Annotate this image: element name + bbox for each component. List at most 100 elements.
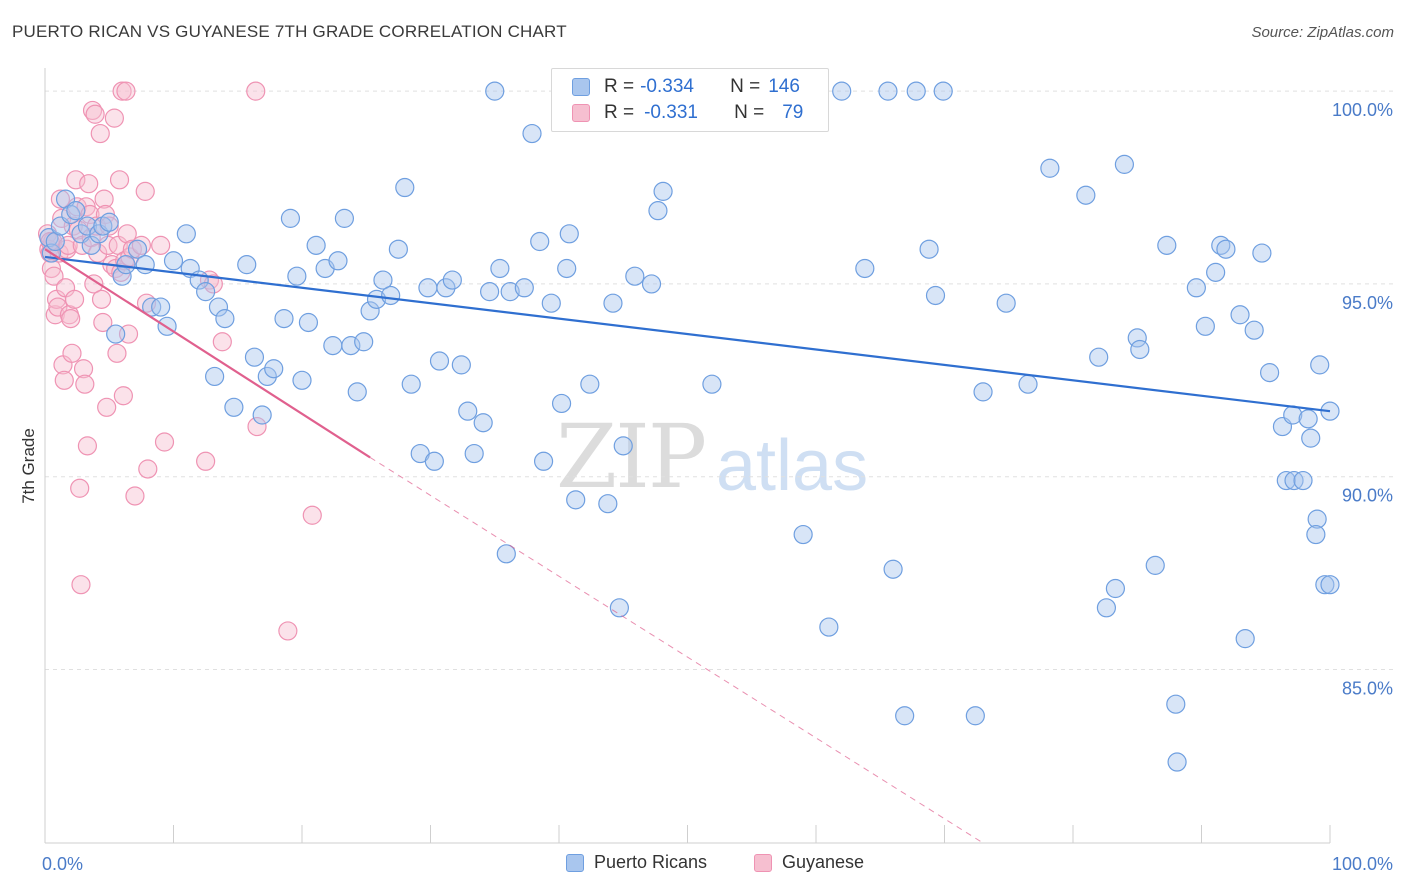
guyanese-point [73, 359, 94, 379]
puerto-rican-point [1096, 598, 1117, 618]
guyanese-point [48, 297, 68, 317]
puerto-rican-point [530, 231, 550, 252]
puerto-rican-point [1105, 578, 1126, 599]
puerto-rican-point [176, 224, 196, 244]
puerto-rican-point [66, 201, 86, 221]
guyanese-point [62, 343, 82, 363]
puerto-rican-trend-line [44, 255, 1331, 413]
puerto-rican-point [1167, 752, 1187, 772]
puerto-rican-point [1244, 320, 1264, 340]
guyanese-point [85, 104, 105, 124]
puerto-rican-point [1166, 694, 1186, 714]
puerto-rican-point [485, 81, 505, 101]
puerto-rican-point [418, 278, 438, 298]
puerto-rican-point [1186, 278, 1206, 298]
puerto-rican-point [925, 285, 946, 306]
guyanese-point [109, 170, 130, 190]
guyanese-point [212, 332, 232, 352]
x-tick-label: 0.0% [42, 854, 83, 874]
guyanese-point [154, 432, 175, 452]
puerto-rican-point [151, 297, 171, 317]
puerto-rican-point [933, 81, 953, 101]
puerto-rican-point [280, 208, 301, 228]
puerto-rican-point [1260, 363, 1280, 383]
guyanese-point [97, 397, 117, 417]
puerto-rican-point [205, 366, 225, 387]
puerto-rican-point [641, 274, 662, 294]
puerto-rican-point [1211, 235, 1231, 255]
guyanese-point [88, 243, 108, 263]
puerto-rican-point [347, 382, 367, 402]
puerto-rican-point [473, 413, 493, 433]
puerto-rican-point [609, 598, 629, 618]
puerto-rican-point [559, 224, 579, 244]
watermark-zip: ZIP [556, 405, 707, 508]
stats-n-value: 79 [782, 102, 804, 123]
stats-swatch-blue [572, 78, 590, 96]
puerto-rican-point [648, 201, 668, 221]
puerto-rican-point [541, 293, 561, 313]
stats-row-guyanese: R = -0.331 N = 79 [572, 101, 803, 125]
puerto-rican-point [1216, 239, 1236, 259]
puerto-rican-point [252, 405, 272, 425]
tick-labels: 85.0% 90.0% 95.0% 100.0% 0.0% 100.0% [42, 100, 1393, 874]
puerto-rican-point [1315, 575, 1335, 595]
puerto-rican-point [388, 239, 408, 259]
puerto-rican-point [464, 443, 484, 464]
puerto-rican-point [237, 255, 257, 275]
legend-swatch-blue [566, 853, 584, 872]
guyanese-point [75, 374, 95, 394]
puerto-rican-points [39, 81, 1340, 772]
stats-swatch-pink [572, 104, 590, 122]
puerto-rican-point [323, 336, 343, 356]
stats-r-label: R = [604, 76, 635, 97]
stats-n-value: 146 [768, 76, 800, 97]
guyanese-point [77, 436, 98, 456]
guyanese-point [136, 293, 157, 313]
guyanese-point [44, 266, 64, 286]
guyanese-point [94, 189, 114, 209]
puerto-rican-point [306, 235, 326, 255]
puerto-rican-point [99, 212, 119, 232]
puerto-rican-point [533, 451, 554, 471]
puerto-rican-point [334, 208, 355, 228]
puerto-rican-point [480, 282, 500, 302]
x-tick-label: 100.0% [1332, 854, 1393, 874]
legend: Puerto Ricans Guyanese [0, 852, 1406, 878]
puerto-rican-point [442, 270, 462, 290]
puerto-rican-point [996, 293, 1016, 313]
puerto-rican-point [1252, 243, 1272, 263]
puerto-rican-point [566, 490, 586, 510]
guyanese-points [37, 81, 322, 641]
puerto-rican-point [1114, 154, 1135, 174]
puerto-rican-point [429, 351, 450, 371]
puerto-rican-point [878, 81, 898, 101]
puerto-rican-point [906, 81, 926, 101]
guyanese-point [45, 305, 65, 325]
guyanese-point [104, 108, 124, 128]
puerto-rican-point [135, 255, 155, 275]
puerto-rican-point [1293, 470, 1313, 491]
puerto-rican-point [1195, 316, 1215, 336]
guyanese-trend-line [44, 248, 371, 459]
puerto-rican-point [366, 289, 387, 309]
puerto-rican-point [522, 123, 542, 144]
puerto-rican-point [1235, 629, 1255, 649]
y-tick-label: 90.0% [1342, 486, 1393, 506]
stats-r-label: R = [604, 102, 635, 123]
puerto-rican-point [244, 347, 265, 367]
guyanese-point [151, 235, 171, 255]
puerto-rican-point [451, 355, 471, 375]
guyanese-point [54, 370, 74, 390]
puerto-rican-point [490, 258, 510, 279]
puerto-rican-point [45, 231, 65, 252]
puerto-rican-point [514, 278, 534, 298]
puerto-rican-point [287, 266, 307, 286]
puerto-rican-point [1089, 347, 1109, 367]
legend-swatch-pink [754, 853, 772, 872]
puerto-rican-point [1230, 305, 1250, 325]
stats-row-puerto-ricans: R = -0.334 N = 146 [572, 75, 800, 99]
puerto-rican-point [401, 374, 421, 394]
puerto-rican-point [883, 559, 903, 579]
guyanese-point [79, 174, 99, 194]
